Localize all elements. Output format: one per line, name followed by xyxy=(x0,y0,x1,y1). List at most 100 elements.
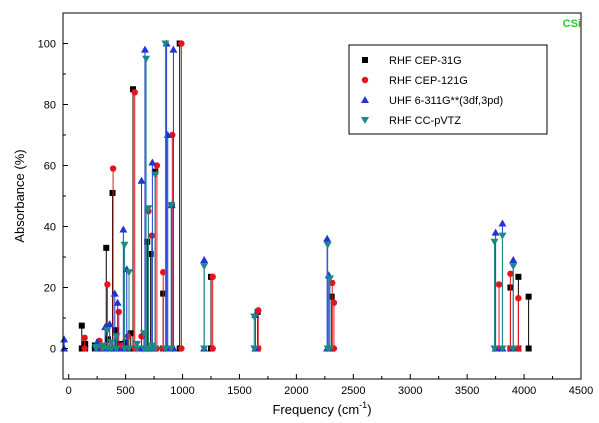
legend-marker xyxy=(361,117,369,124)
data-point xyxy=(105,320,114,328)
data-point xyxy=(142,55,151,63)
data-point xyxy=(161,40,170,48)
x-tick-label: 500 xyxy=(116,385,134,397)
data-point xyxy=(115,308,122,316)
data-point xyxy=(509,263,518,271)
data-point xyxy=(60,335,69,343)
data-point xyxy=(495,281,503,288)
baseline-marker xyxy=(325,345,334,353)
legend-label: RHF CEP-31G xyxy=(389,55,462,67)
x-tick-label: 0 xyxy=(66,385,72,397)
data-point xyxy=(325,275,334,283)
data-point xyxy=(113,298,122,306)
data-point xyxy=(119,225,128,233)
data-point xyxy=(127,330,134,337)
baseline-marker xyxy=(509,345,518,353)
x-tick-label: 1000 xyxy=(170,385,194,397)
data-point xyxy=(515,294,522,302)
baseline-marker xyxy=(107,345,116,353)
baseline-marker xyxy=(515,345,522,352)
legend-item: UHF 6-311G**(3df,3pd) xyxy=(361,95,503,107)
data-point xyxy=(151,171,160,179)
data-point xyxy=(148,158,157,166)
data-point xyxy=(167,202,176,210)
data-point xyxy=(525,293,532,300)
y-axis-title: Absorbance (%) xyxy=(12,149,27,242)
data-point xyxy=(112,327,119,334)
x-axis-title-superscript: -1 xyxy=(359,400,367,410)
data-point xyxy=(125,269,134,277)
data-point xyxy=(93,338,102,346)
y-tick-label: 20 xyxy=(44,283,56,295)
y-tick-label: 60 xyxy=(44,161,56,173)
data-point xyxy=(148,232,155,239)
x-tick-label: 2000 xyxy=(284,385,308,397)
data-point xyxy=(507,270,514,277)
data-point xyxy=(498,219,507,227)
baseline-marker xyxy=(112,345,121,353)
legend-marker xyxy=(361,76,369,84)
legend: RHF CEP-31G RHF CEP-121G UHF 6-311G**(3df,… xyxy=(348,44,548,135)
data-point xyxy=(112,333,121,341)
data-point xyxy=(490,238,499,246)
baseline-marker xyxy=(125,345,134,353)
data-point xyxy=(133,340,141,348)
data-point xyxy=(178,40,185,47)
baseline-marker xyxy=(151,345,160,353)
data-point xyxy=(130,86,137,93)
data-point xyxy=(255,307,262,314)
data-point xyxy=(144,238,151,245)
data-point xyxy=(515,273,522,280)
data-point xyxy=(137,176,146,184)
data-point xyxy=(509,256,518,264)
data-point xyxy=(169,45,178,53)
x-tick-label: 4500 xyxy=(569,385,593,397)
baseline-marker xyxy=(161,345,170,353)
legend-marker xyxy=(362,57,368,63)
data-point xyxy=(250,313,259,321)
baseline-marker xyxy=(525,345,532,352)
x-axis-title: Frequency (cm-1) xyxy=(272,400,371,417)
data-point xyxy=(152,168,159,175)
data-point xyxy=(124,333,132,340)
data-point xyxy=(104,281,111,288)
data-point xyxy=(103,244,110,251)
baseline-marker xyxy=(178,345,185,352)
baseline-marker xyxy=(200,345,209,353)
data-point xyxy=(104,336,111,343)
data-point xyxy=(200,256,209,264)
data-point xyxy=(78,322,85,329)
plot-area xyxy=(60,39,532,353)
baseline-marker xyxy=(133,345,141,353)
data-point xyxy=(140,45,149,53)
legend-label: UHF 6-311G**(3df,3pd) xyxy=(389,95,503,107)
x-tick-label: 4000 xyxy=(512,385,536,397)
x-tick-label: 3500 xyxy=(455,385,479,397)
data-point xyxy=(147,250,154,257)
data-point xyxy=(323,241,332,249)
axes: 0 500 1000 1500 2000 2500 3000 3500 4000 4500 0 20 4… xyxy=(38,12,593,397)
legend-item: RHF CEP-121G xyxy=(361,75,468,87)
data-point xyxy=(330,299,338,306)
data-point xyxy=(103,327,112,335)
baseline-marker xyxy=(209,345,216,352)
data-point xyxy=(81,334,88,342)
baseline-marker xyxy=(81,345,88,352)
data-point xyxy=(323,234,332,242)
x-tick-label: 1500 xyxy=(227,385,251,397)
x-tick-label: 2500 xyxy=(341,385,365,397)
series-4 xyxy=(92,40,518,353)
legend-label: RHF CC-pVTZ xyxy=(389,115,461,127)
data-point xyxy=(144,205,153,213)
x-tick-label: 3000 xyxy=(398,385,422,397)
y-tick-label: 40 xyxy=(44,222,56,234)
data-point xyxy=(110,289,119,297)
legend-item: RHF CEP-31G xyxy=(362,55,462,67)
data-point xyxy=(109,189,116,196)
data-point xyxy=(328,293,335,300)
legend-item: RHF CC-pVTZ xyxy=(361,115,461,127)
data-point xyxy=(109,165,117,172)
baseline-marker xyxy=(490,345,499,353)
